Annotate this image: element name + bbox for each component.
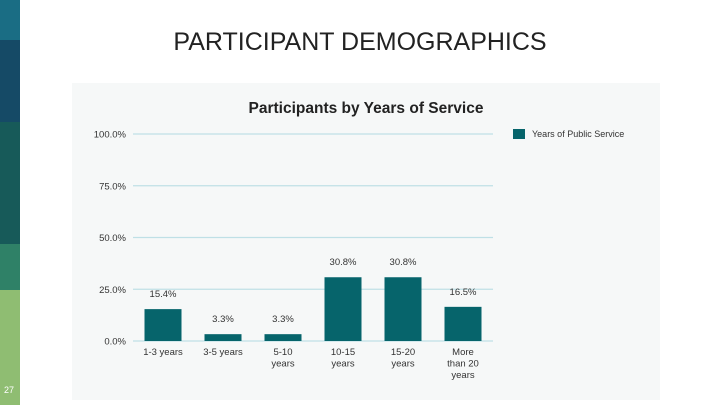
- bar-value-label: 15.4%: [150, 289, 177, 300]
- chart-title: Participants by Years of Service: [249, 100, 484, 117]
- side-stripe-4: [0, 244, 20, 290]
- bar-value-label: 3.3%: [212, 314, 234, 325]
- bar-value-label: 30.8%: [330, 257, 357, 268]
- bar: [144, 309, 182, 341]
- legend-label: Years of Public Service: [532, 129, 624, 139]
- x-tick-label: 3-5 years: [203, 347, 243, 358]
- x-tick-label: More than 20 years: [447, 347, 479, 381]
- bar: [324, 277, 362, 341]
- legend: Years of Public Service: [513, 129, 624, 139]
- side-stripe-5: [0, 290, 20, 405]
- y-tick-label: 100.0%: [94, 130, 127, 141]
- bar-value-label: 16.5%: [450, 287, 477, 298]
- slide-title: PARTICIPANT DEMOGRAPHICS: [173, 28, 547, 56]
- y-tick-label: 75.0%: [99, 181, 126, 192]
- bar-value-label: 3.3%: [272, 314, 294, 325]
- bar-value-label: 30.8%: [390, 257, 417, 268]
- side-stripe-2: [0, 40, 20, 122]
- bar: [204, 334, 242, 341]
- side-stripe-3: [0, 122, 20, 244]
- y-tick-label: 50.0%: [99, 233, 126, 244]
- x-tick-label: 10-15 years: [331, 347, 355, 370]
- legend-swatch: [513, 129, 525, 139]
- bar: [384, 277, 422, 341]
- y-tick-label: 0.0%: [104, 337, 126, 348]
- y-tick-label: 25.0%: [99, 285, 126, 296]
- bar: [264, 334, 302, 341]
- x-tick-label: 1-3 years: [143, 347, 183, 358]
- chart-panel: [72, 83, 660, 400]
- x-tick-label: 5-10 years: [271, 347, 294, 370]
- side-stripe-1: [0, 0, 20, 40]
- page-number: 27: [4, 385, 15, 395]
- bar: [444, 306, 482, 341]
- x-tick-label: 15-20 years: [391, 347, 415, 370]
